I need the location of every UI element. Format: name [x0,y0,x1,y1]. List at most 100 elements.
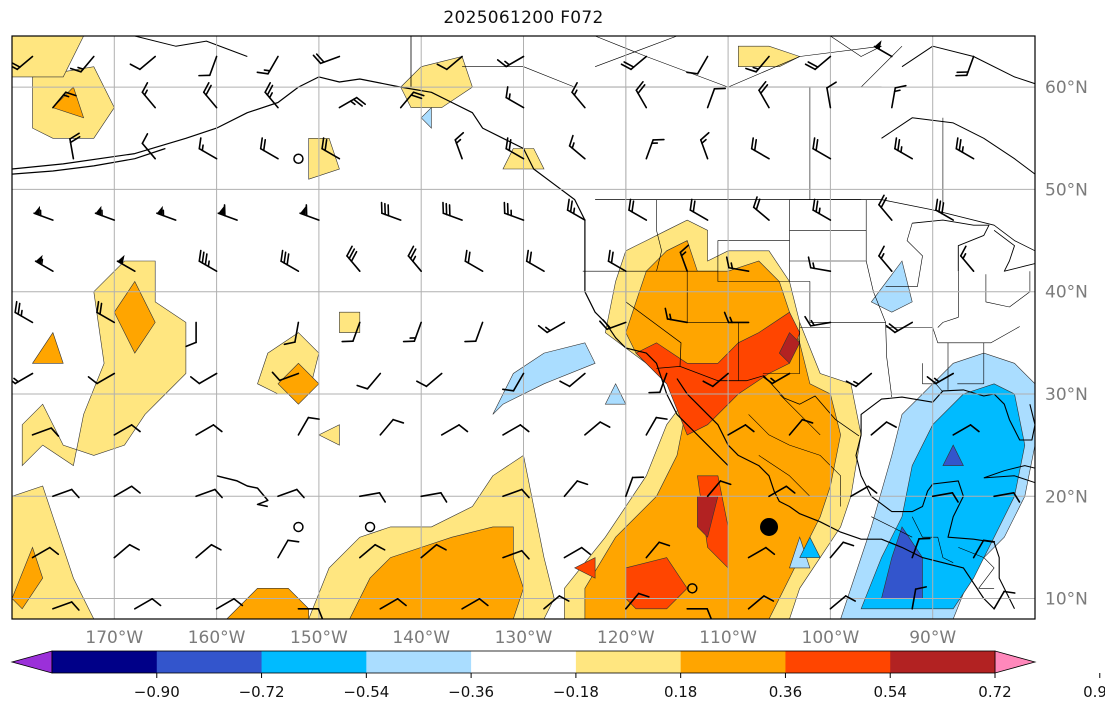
wind-barb [723,311,750,324]
gulf-coast-south [855,434,1015,610]
wind-barb [195,543,222,559]
longitude-label: 150°W [290,628,348,648]
barb-half [880,253,885,260]
barb-shaft [113,485,133,498]
barb-half [812,262,815,270]
wind-barb [911,537,931,559]
barb-shaft [502,424,522,436]
barb-full [445,202,448,216]
ohio-lines [985,271,1031,308]
wind-barb [420,492,448,503]
wind-barb [341,321,361,343]
wind-barb [31,427,60,437]
barb-shaft [696,55,709,75]
barb-half [162,209,165,217]
wind-barb [31,546,60,559]
wind-barb [878,194,893,221]
wind-barbs [12,40,1021,619]
graticule [12,36,1035,619]
barb-half [62,94,70,98]
barb-full [689,198,693,211]
latitude-label: 60°N [1045,78,1088,98]
barb-full [14,300,18,314]
wind-barb [198,137,218,160]
longitude-label: 110°W [699,628,757,648]
barb-full [396,597,407,607]
barb-full [702,380,714,388]
wind-barb [725,256,750,273]
wind-barb [256,55,279,75]
barb-full [356,384,369,390]
wind-barb [113,424,141,436]
barb-full [204,253,208,266]
hawaii-islands [216,475,269,508]
barb-full [571,81,578,94]
barb-full [129,63,141,71]
wind-barb [52,91,77,109]
barb-full [407,245,415,257]
barb-flag [95,205,102,216]
barb-flag [874,40,882,50]
barb-full [69,135,81,144]
barb-full [955,137,959,150]
wind-barb [264,81,279,109]
hudson-bay-coast [881,45,1035,175]
barb-full [378,492,386,503]
barb-full [283,251,287,264]
wind-barb [454,131,465,160]
barb-full [520,488,530,499]
nunavut-line-2 [860,45,903,88]
barb-full [283,341,296,346]
barb-full [198,137,202,150]
positive-anomaly-0.36 [12,546,44,610]
barb-full [454,131,465,141]
wind-barb [645,416,668,436]
barb-full [845,380,857,388]
barb-half [101,209,103,217]
barb-full [610,251,614,264]
barb-full [807,61,819,68]
barb-full [812,198,816,211]
barb-full [312,54,322,65]
wind-barb [894,137,914,160]
barb-full [804,315,812,327]
barb-shaft [911,538,920,559]
barb-shaft [278,372,300,382]
barb-full [436,63,448,71]
barb-half [455,138,462,144]
positive-anomaly-0.18 [12,36,84,78]
barb-shaft [156,212,177,221]
barb-shaft [358,543,376,559]
wind-barb [442,201,463,221]
barb-shaft [711,372,729,388]
wind-barb [464,321,484,343]
barb-full [12,61,21,68]
barb-full [214,488,223,499]
calm-wind-circle [687,583,698,594]
barb-full [664,307,669,320]
barb-shaft [52,601,73,610]
barb-full [744,424,755,433]
barb-full [525,249,530,263]
wind-barb [788,418,814,436]
barb-full [576,480,589,486]
barb-shaft [440,424,460,436]
wind-barb [890,84,907,109]
barb-full [844,595,857,602]
barb-full [256,71,269,75]
barb-shaft [873,45,893,58]
barb-flag [218,205,225,216]
barb-full [637,84,646,95]
barb-half [669,313,672,321]
barb-full [198,74,211,77]
barb-shaft [584,421,602,436]
wind-barb [745,55,770,73]
wind-barb [134,597,162,610]
barb-half [508,93,511,101]
barb-shaft [139,55,156,71]
wind-barb [752,196,770,221]
barb-full [706,607,713,619]
barb-full [982,539,996,543]
mexico-pacific-coastline [676,378,995,610]
